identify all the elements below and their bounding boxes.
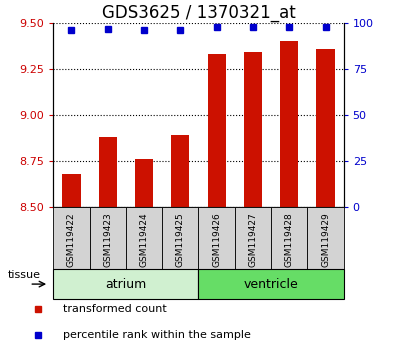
Bar bbox=[162, 207, 199, 269]
Text: transformed count: transformed count bbox=[63, 304, 167, 314]
Text: GSM119424: GSM119424 bbox=[139, 212, 149, 267]
Bar bbox=[53, 207, 90, 269]
Bar bbox=[62, 174, 81, 207]
Text: GSM119422: GSM119422 bbox=[67, 212, 76, 267]
Bar bbox=[135, 159, 153, 207]
Bar bbox=[307, 207, 344, 269]
Title: GDS3625 / 1370321_at: GDS3625 / 1370321_at bbox=[102, 4, 295, 22]
Text: GSM119425: GSM119425 bbox=[176, 212, 185, 267]
Bar bbox=[316, 49, 335, 207]
Text: ventricle: ventricle bbox=[244, 278, 299, 291]
Text: GSM119427: GSM119427 bbox=[248, 212, 258, 267]
Text: GSM119428: GSM119428 bbox=[285, 212, 294, 267]
Bar bbox=[235, 207, 271, 269]
Text: GSM119426: GSM119426 bbox=[212, 212, 221, 267]
Bar bbox=[280, 41, 298, 207]
Bar bbox=[271, 207, 307, 269]
Bar bbox=[171, 135, 190, 207]
Text: GSM119423: GSM119423 bbox=[103, 212, 112, 267]
Text: tissue: tissue bbox=[8, 270, 41, 280]
Bar bbox=[90, 207, 126, 269]
Bar bbox=[244, 52, 262, 207]
Text: atrium: atrium bbox=[105, 278, 147, 291]
Bar bbox=[126, 207, 162, 269]
Text: GSM119429: GSM119429 bbox=[321, 212, 330, 267]
Bar bbox=[99, 137, 117, 207]
Bar bbox=[199, 207, 235, 269]
Bar bbox=[199, 269, 344, 299]
Bar bbox=[207, 54, 226, 207]
Bar bbox=[53, 269, 199, 299]
Text: percentile rank within the sample: percentile rank within the sample bbox=[63, 330, 251, 340]
